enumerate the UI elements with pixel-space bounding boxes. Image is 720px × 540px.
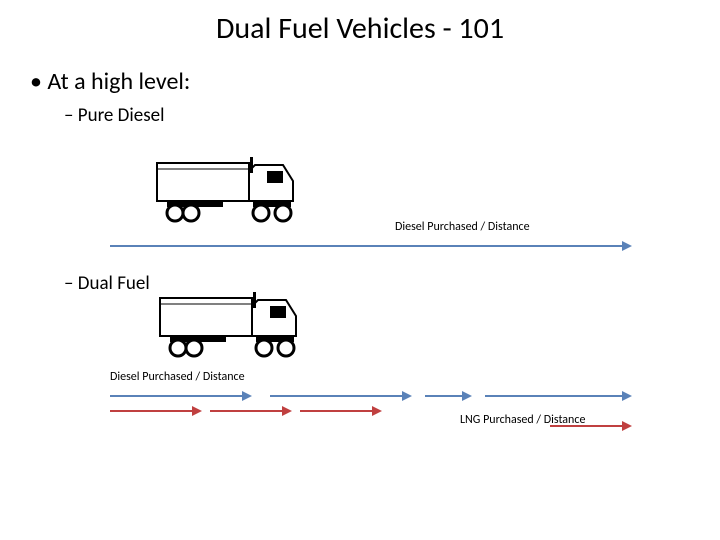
arrow-line [485, 395, 622, 397]
arrow-head-icon [372, 406, 382, 416]
arrow-head-icon [192, 406, 202, 416]
section2-heading: Dual Fuel [64, 272, 150, 295]
arrow-head-icon [462, 391, 472, 401]
content-area: At a high level: Pure Diesel [0, 47, 720, 127]
diagram-label: LNG Purchased / Distance [460, 413, 585, 427]
arrow-line [210, 410, 282, 412]
arrow-line [425, 395, 462, 397]
arrow-line [300, 410, 372, 412]
arrow-head-icon [622, 241, 632, 251]
arrow-line [110, 395, 242, 397]
arrow-head-icon [622, 421, 632, 431]
slide-title: Dual Fuel Vehicles - 101 [0, 0, 720, 47]
arrow-head-icon [402, 391, 412, 401]
intro-bullet: At a high level: [30, 67, 690, 96]
diagram-label: Diesel Purchased / Distance [395, 220, 530, 234]
arrow-line [110, 410, 192, 412]
arrow-head-icon [282, 406, 292, 416]
arrow-line [270, 395, 402, 397]
truck-icon [155, 155, 305, 227]
arrow-head-icon [622, 391, 632, 401]
arrow-line [110, 245, 622, 247]
section1-heading: Pure Diesel [64, 104, 690, 127]
arrow-line [550, 425, 622, 427]
diagram-label: Diesel Purchased / Distance [110, 370, 245, 384]
arrow-head-icon [242, 391, 252, 401]
truck-icon [158, 290, 308, 362]
